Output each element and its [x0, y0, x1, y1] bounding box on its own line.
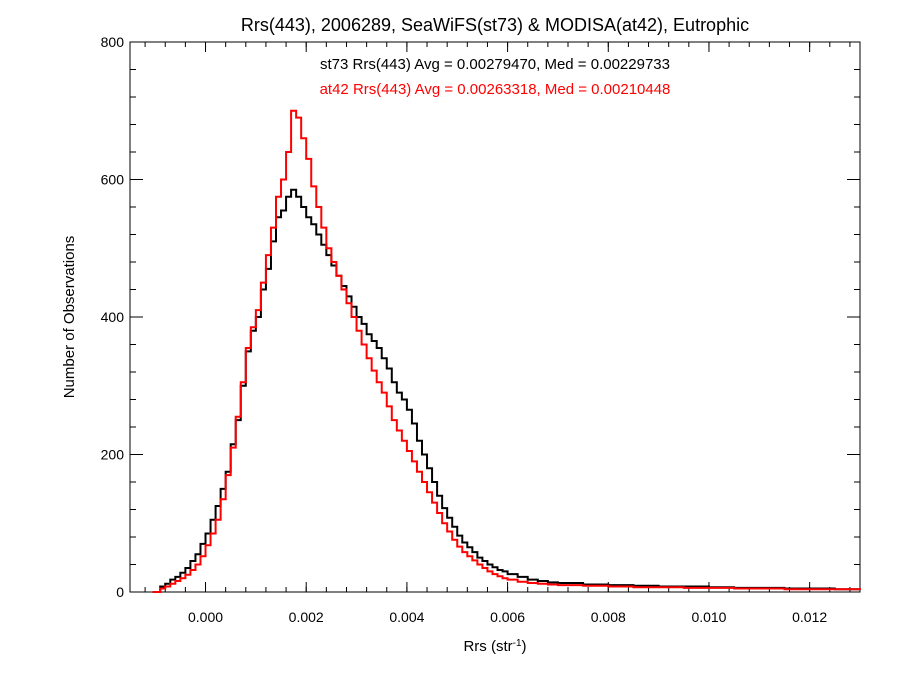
x-tick-label: 0.004 — [389, 609, 424, 625]
annotations: st73 Rrs(443) Avg = 0.00279470, Med = 0.… — [320, 56, 671, 98]
x-tick-label: 0.008 — [591, 609, 626, 625]
x-tick-label: 0.002 — [289, 609, 324, 625]
x-tick-label: 0.012 — [792, 609, 827, 625]
x-axis-label: Rrs (str-1) — [463, 638, 526, 655]
x-axis-label-main: Rrs (str — [463, 638, 512, 655]
plot-frame — [129, 41, 861, 593]
x-axis-label-superscript: -1 — [513, 638, 522, 649]
plot-area — [129, 41, 861, 593]
series-st73-histogram-line — [152, 188, 860, 593]
x-axis-ticks: 0.000 0.002 0.004 0.006 0.008 0.010 0.012 — [144, 42, 851, 625]
series-at42-histogram-line — [152, 109, 861, 593]
annotation-at42-stats: at42 Rrs(443) Avg = 0.00263318, Med = 0.… — [320, 81, 671, 98]
x-tick-label: 0.010 — [691, 609, 726, 625]
y-tick-label: 400 — [101, 309, 125, 325]
y-tick-label: 200 — [101, 447, 125, 463]
chart-title: Rrs(443), 2006289, SeaWiFS(st73) & MODIS… — [241, 15, 749, 35]
y-tick-label: 800 — [101, 34, 125, 50]
y-tick-label: 0 — [116, 584, 124, 600]
x-axis-label-end: ) — [522, 638, 527, 655]
y-tick-label: 600 — [101, 172, 125, 188]
annotation-st73-stats: st73 Rrs(443) Avg = 0.00279470, Med = 0.… — [320, 56, 670, 73]
y-axis-ticks: 0 200 400 600 800 — [101, 34, 860, 600]
x-tick-label: 0.000 — [188, 609, 223, 625]
series-layer — [152, 109, 861, 593]
y-axis-label: Number of Observations — [61, 236, 78, 399]
x-tick-label: 0.006 — [490, 609, 525, 625]
